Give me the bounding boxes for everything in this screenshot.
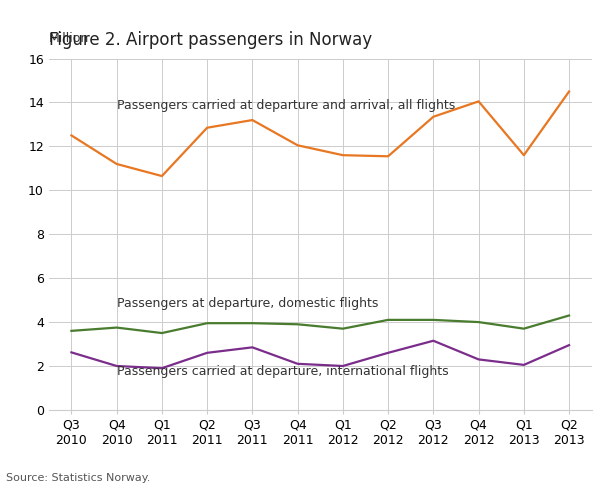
- Text: Passengers carried at departure, international flights: Passengers carried at departure, interna…: [117, 365, 448, 378]
- Text: Figure 2. Airport passengers in Norway: Figure 2. Airport passengers in Norway: [49, 31, 372, 49]
- Text: Million: Million: [49, 32, 89, 45]
- Text: Passengers at departure, domestic flights: Passengers at departure, domestic flight…: [117, 297, 378, 310]
- Text: Source: Statistics Norway.: Source: Statistics Norway.: [6, 473, 151, 483]
- Text: Passengers carried at departure and arrival, all flights: Passengers carried at departure and arri…: [117, 100, 455, 112]
